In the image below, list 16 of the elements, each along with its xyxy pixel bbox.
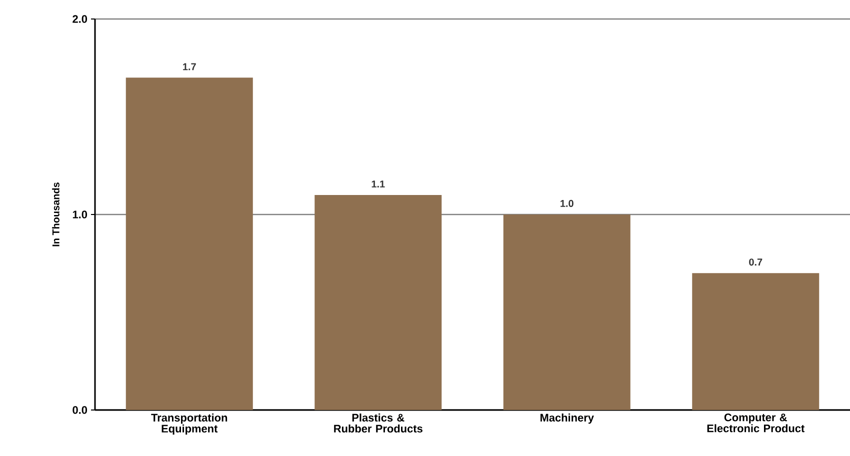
y-tick-label: 2.0 bbox=[72, 15, 88, 23]
y-axis-title: In Thousands bbox=[52, 182, 60, 246]
data-label: 0.7 bbox=[749, 258, 762, 266]
data-label: 1.1 bbox=[372, 180, 385, 188]
bar bbox=[692, 273, 820, 410]
bar bbox=[126, 78, 253, 410]
x-tick-label: Machinery bbox=[540, 414, 594, 424]
x-tick-label: Transportation Equipment bbox=[151, 414, 228, 435]
data-label: 1.7 bbox=[183, 63, 196, 70]
y-tick-label: 1.0 bbox=[72, 210, 88, 218]
bar bbox=[503, 214, 630, 410]
x-tick-label: Plastics & Rubber Products bbox=[334, 414, 422, 433]
x-tick-label: Computer & Electronic Product bbox=[707, 414, 805, 432]
y-tick-label: 0.0 bbox=[72, 406, 88, 414]
data-label: 1.0 bbox=[560, 200, 574, 207]
bar bbox=[314, 194, 442, 410]
